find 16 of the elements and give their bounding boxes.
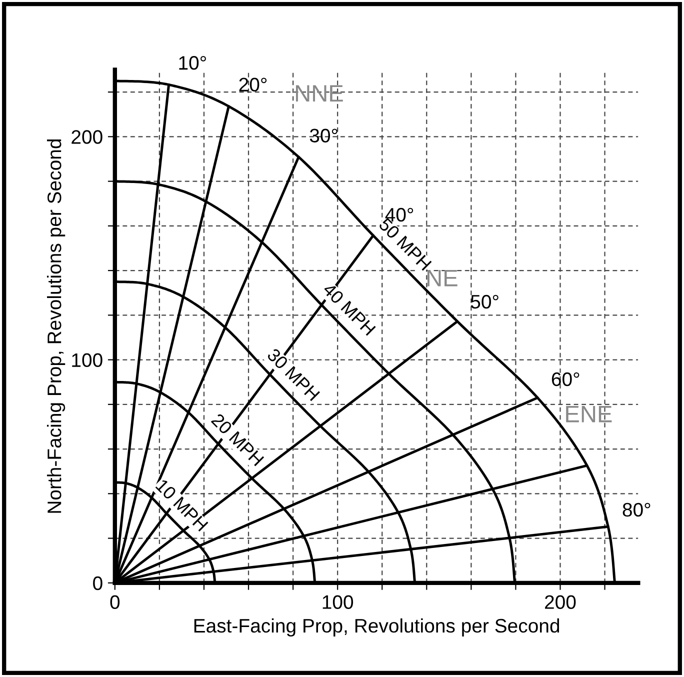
y-axis-title: North-Facing Prop, Revolutions per Second (46, 139, 66, 513)
annotation: NE (427, 270, 458, 286)
x-tick-label: 0 (110, 595, 120, 609)
annotation: 20° (239, 78, 267, 92)
annotation: 50° (470, 294, 498, 309)
y-tick-label: 0 (93, 576, 102, 590)
x-tick-label: 200 (545, 595, 576, 609)
annotation: 10° (179, 56, 206, 70)
annotation: ENE (566, 406, 612, 422)
annotation: 60° (552, 372, 580, 386)
x-tick-label: 100 (322, 595, 354, 609)
annotation: 30° (310, 128, 338, 142)
annotation: 80° (622, 502, 650, 517)
y-tick-label: 100 (72, 353, 102, 368)
y-tick-label: 200 (72, 130, 102, 144)
x-axis-title: East-Facing Prop, Revolutions per Second (194, 618, 560, 637)
